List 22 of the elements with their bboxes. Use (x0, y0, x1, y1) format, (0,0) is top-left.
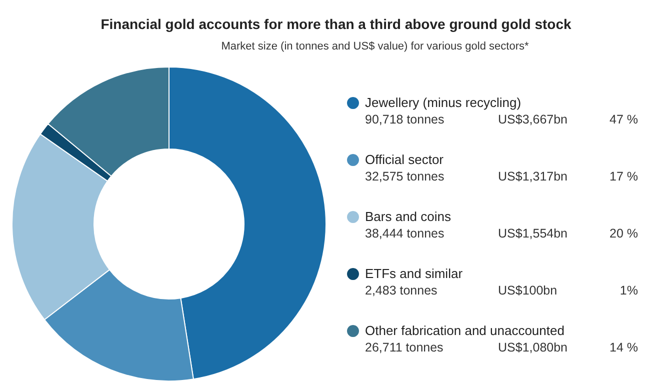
data-label: 90,718 tonnes (365, 112, 444, 126)
text: US$1,554bn (498, 226, 568, 240)
data-label: 26,711 tonnes (365, 340, 444, 354)
legend-label: Official sector (365, 152, 444, 167)
data-label: 38,444 tonnes (365, 226, 444, 240)
text: US$1,317bn (498, 170, 568, 184)
legend-label: ETFs and similar (365, 266, 464, 281)
text: 14 % (610, 340, 638, 354)
text: 20 % (610, 226, 638, 240)
chart-subtitle: Market size (in tonnes and US$ value) for various gold sectors* (221, 40, 530, 52)
text: US$100bn (498, 284, 558, 298)
text: US$1,080bn (498, 340, 568, 354)
chart-title: Financial gold accounts for more than a third above ground gold stock (100, 16, 572, 32)
data-label: 32,575 tonnes (365, 170, 444, 184)
legend-label: Bars and coins (365, 209, 452, 224)
text: 47 % (610, 112, 638, 126)
legend-label: Jewellery (minus recycling) (365, 95, 522, 110)
text: 17 % (610, 170, 638, 184)
legend-label: Other fabrication and unaccounted (365, 323, 564, 338)
data-label: 2,483 tonnes (365, 284, 438, 298)
text: US$3,667bn (498, 112, 568, 126)
text: 1% (620, 284, 638, 298)
